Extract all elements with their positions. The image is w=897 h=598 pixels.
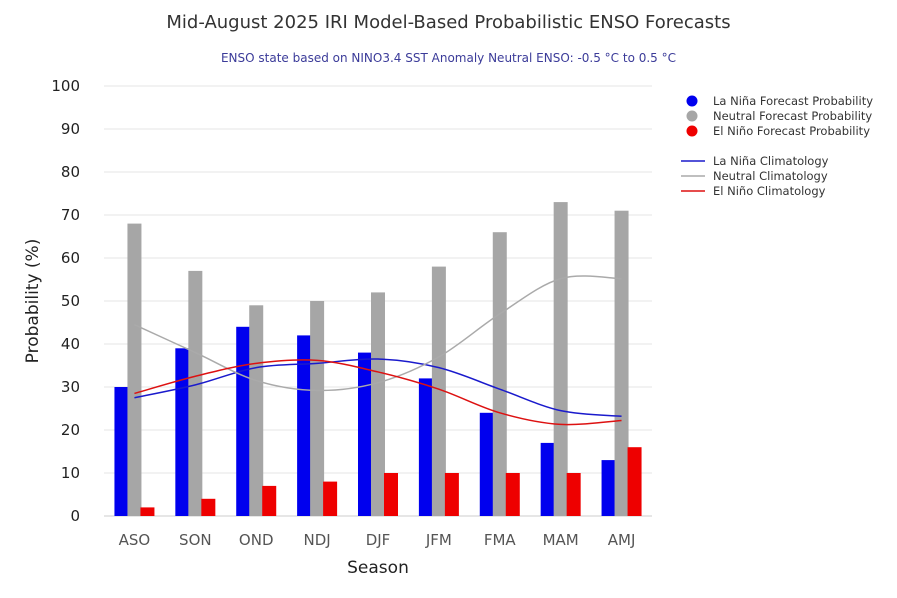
x-axis-title: Season (347, 558, 409, 578)
y-tick-label: 70 (61, 206, 80, 224)
y-tick-label: 80 (61, 163, 80, 181)
x-tick-label: JFM (425, 531, 452, 549)
x-tick-labels: ASO SON OND NDJ DJF JFM FMA MAM AMJ (119, 531, 636, 549)
bar (601, 460, 616, 516)
legend-label: La Niña Climatology (713, 154, 829, 168)
bar (553, 202, 568, 516)
bar (566, 473, 581, 516)
legend-marker (686, 125, 698, 137)
y-tick-label: 90 (61, 120, 80, 138)
y-axis-title: Probability (%) (23, 239, 43, 364)
legend-label: El Niño Climatology (713, 184, 826, 198)
x-tick-label: ASO (119, 531, 151, 549)
bar (236, 326, 251, 516)
bar (540, 442, 555, 516)
y-tick-label: 10 (61, 464, 80, 482)
bar (479, 412, 494, 516)
chart-title: Mid-August 2025 IRI Model-Based Probabil… (166, 12, 731, 33)
bar (188, 270, 203, 516)
x-tick-label: DJF (366, 531, 391, 549)
bar (492, 232, 507, 516)
x-tick-label: MAM (543, 531, 579, 549)
x-tick-label: SON (179, 531, 212, 549)
bar (371, 292, 385, 516)
bar (140, 507, 155, 516)
x-tick-label: NDJ (304, 531, 331, 549)
bar (444, 473, 459, 516)
bar (323, 481, 338, 516)
bar (297, 335, 312, 516)
y-tick-label: 30 (61, 378, 80, 396)
bar (249, 305, 264, 516)
bars (114, 202, 642, 516)
bar (614, 210, 629, 516)
legend-label: Neutral Climatology (713, 169, 828, 183)
y-tick-label: 40 (61, 335, 80, 353)
x-tick-label: AMJ (608, 531, 636, 549)
y-tick-label: 50 (61, 292, 80, 310)
bar (262, 485, 277, 516)
bar (175, 348, 190, 516)
y-tick-label: 60 (61, 249, 80, 267)
bar (358, 352, 372, 516)
bar (505, 473, 520, 516)
y-tick-labels: 0 10 20 30 40 50 60 70 80 90 100 (51, 77, 80, 525)
y-tick-label: 20 (61, 421, 80, 439)
legend-label: El Niño Forecast Probability (713, 124, 870, 138)
y-tick-label: 100 (51, 77, 80, 95)
bar (418, 378, 433, 516)
bar (310, 301, 325, 516)
bar (201, 498, 216, 516)
bar (627, 447, 642, 516)
chart-subtitle: ENSO state based on NINO3.4 SST Anomaly … (220, 51, 677, 65)
bar (384, 473, 398, 516)
bar (114, 387, 129, 516)
series-line (134, 275, 622, 392)
y-tick-label: 0 (70, 507, 80, 525)
series-line (134, 359, 622, 426)
climatology-lines (134, 275, 622, 426)
legend-marker (686, 95, 698, 107)
x-tick-label: FMA (484, 531, 517, 549)
legend-label: La Niña Forecast Probability (713, 94, 873, 108)
bar (127, 223, 142, 516)
legend-marker (686, 110, 698, 122)
x-tick-label: OND (239, 531, 274, 549)
bar (431, 266, 446, 516)
series-line (134, 358, 622, 417)
legend-label: Neutral Forecast Probability (713, 109, 872, 123)
